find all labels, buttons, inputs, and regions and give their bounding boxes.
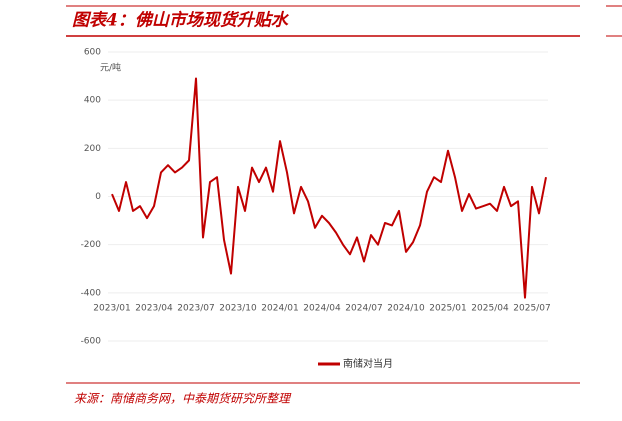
x-tick-label: 2023/07 [177,303,214,313]
y-tick-label: -200 [81,240,102,250]
x-tick-label: 2025/07 [513,303,550,313]
y-tick-label: 400 [84,96,101,106]
x-tick-label: 2024/04 [303,303,341,313]
x-tick-label: 2023/10 [219,303,257,313]
legend-label: 南储对当月 [343,357,393,370]
source: 来源：南储商务网，中泰期货研究所整理 [74,392,292,406]
y-tick-label: -600 [81,337,102,347]
data-line [111,77,547,299]
y-tick-label: 600 [84,48,101,58]
y-tick-label: -400 [81,288,102,298]
chart-title: 图表4：佛山市场现货升贴水 [72,11,290,31]
x-tick-label: 2025/04 [471,303,509,313]
x-tick-label: 2024/01 [261,303,298,313]
x-tick-label: 2023/04 [135,303,173,313]
y-unit: 元/吨 [100,62,121,74]
x-tick-label: 2023/01 [93,303,130,313]
x-tick-label: 2024/10 [387,303,425,313]
y-tick-label: 200 [84,144,101,154]
y-tick-label: 0 [95,192,101,202]
x-tick-label: 2025/01 [429,303,466,313]
x-tick-label: 2024/07 [345,303,382,313]
